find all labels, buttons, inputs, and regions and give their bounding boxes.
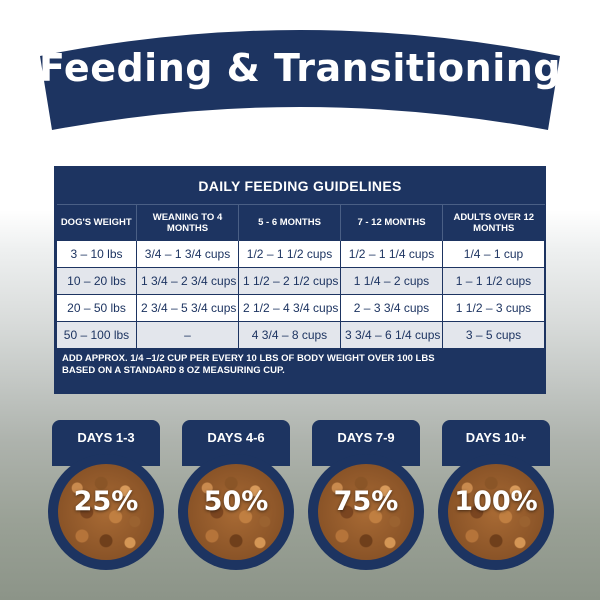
table-cell: 2 1/2 – 4 3/4 cups bbox=[238, 294, 341, 322]
column-header: 5 - 6 MONTHS bbox=[238, 204, 341, 241]
table-note: ADD APPROX. 1/4 –1/2 CUP PER EVERY 10 LB… bbox=[56, 349, 544, 377]
day-card-10-plus: DAYS 10+ 100% bbox=[438, 420, 554, 580]
title-banner: Feeding & Transitioning bbox=[0, 0, 600, 150]
table-cell: 3 – 10 lbs bbox=[56, 240, 137, 268]
mix-percent: 50% bbox=[203, 486, 269, 517]
banner-shape bbox=[40, 30, 560, 130]
mix-percent: 75% bbox=[333, 486, 399, 517]
column-header: ADULTS OVER 12 MONTHS bbox=[442, 204, 545, 241]
kibble-bowl bbox=[178, 454, 294, 570]
table-cell: 1 1/4 – 2 cups bbox=[340, 267, 443, 295]
kibble-image bbox=[188, 464, 284, 560]
table-title: DAILY FEEDING GUIDELINES bbox=[198, 178, 402, 194]
table-row: 50 – 100 lbs – 4 3/4 – 8 cups 3 3/4 – 6 … bbox=[56, 321, 545, 349]
day-card-7-9: DAYS 7-9 75% bbox=[308, 420, 424, 580]
kibble-bowl bbox=[438, 454, 554, 570]
table-row: 20 – 50 lbs 2 3/4 – 5 3/4 cups 2 1/2 – 4… bbox=[56, 294, 545, 322]
guidelines-grid: DOG'S WEIGHT WEANING TO 4 MONTHS 5 - 6 M… bbox=[56, 204, 545, 349]
day-card-4-6: DAYS 4-6 50% bbox=[178, 420, 294, 580]
kibble-bowl bbox=[48, 454, 164, 570]
kibble-image bbox=[58, 464, 154, 560]
table-cell: 1 – 1 1/2 cups bbox=[442, 267, 545, 295]
table-row: 10 – 20 lbs 1 3/4 – 2 3/4 cups 1 1/2 – 2… bbox=[56, 267, 545, 295]
table-cell: 1 1/2 – 3 cups bbox=[442, 294, 545, 322]
table-cell: 3 – 5 cups bbox=[442, 321, 545, 349]
table-cell: 10 – 20 lbs bbox=[56, 267, 137, 295]
table-cell: 50 – 100 lbs bbox=[56, 321, 137, 349]
banner-title: Feeding & Transitioning bbox=[39, 46, 561, 90]
table-cell: 1 1/2 – 2 1/2 cups bbox=[238, 267, 341, 295]
table-row: 3 – 10 lbs 3/4 – 1 3/4 cups 1/2 – 1 1/2 … bbox=[56, 240, 545, 268]
day-label: DAYS 4-6 bbox=[182, 420, 290, 466]
table-cell: 1 3/4 – 2 3/4 cups bbox=[136, 267, 239, 295]
table-cell: – bbox=[136, 321, 239, 349]
table-cell: 20 – 50 lbs bbox=[56, 294, 137, 322]
mix-percent: 25% bbox=[73, 486, 139, 517]
day-card-1-3: DAYS 1-3 25% bbox=[48, 420, 164, 580]
table-cell: 3/4 – 1 3/4 cups bbox=[136, 240, 239, 268]
mix-percent: 100% bbox=[454, 486, 538, 517]
header-row: DOG'S WEIGHT WEANING TO 4 MONTHS 5 - 6 M… bbox=[56, 204, 545, 241]
feeding-guidelines-table: DAILY FEEDING GUIDELINES DOG'S WEIGHT WE… bbox=[54, 166, 546, 394]
note-line: BASED ON A STANDARD 8 OZ MEASURING CUP. bbox=[62, 365, 285, 376]
column-header: WEANING TO 4 MONTHS bbox=[136, 204, 239, 241]
column-header: DOG'S WEIGHT bbox=[56, 204, 137, 241]
table-cell: 3 3/4 – 6 1/4 cups bbox=[340, 321, 443, 349]
kibble-bowl bbox=[308, 454, 424, 570]
kibble-image bbox=[448, 464, 544, 560]
table-cell: 1/2 – 1 1/4 cups bbox=[340, 240, 443, 268]
day-label: DAYS 1-3 bbox=[52, 420, 160, 466]
table-cell: 1/4 – 1 cup bbox=[442, 240, 545, 268]
table-cell: 2 3/4 – 5 3/4 cups bbox=[136, 294, 239, 322]
table-cell: 2 – 3 3/4 cups bbox=[340, 294, 443, 322]
column-header: 7 - 12 MONTHS bbox=[340, 204, 443, 241]
kibble-image bbox=[318, 464, 414, 560]
table-cell: 4 3/4 – 8 cups bbox=[238, 321, 341, 349]
table-cell: 1/2 – 1 1/2 cups bbox=[238, 240, 341, 268]
note-line: ADD APPROX. 1/4 –1/2 CUP PER EVERY 10 LB… bbox=[62, 353, 435, 364]
